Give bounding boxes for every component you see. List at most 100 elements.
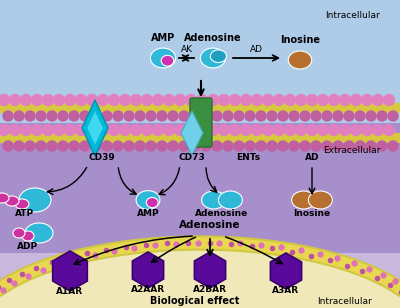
Circle shape bbox=[142, 124, 152, 136]
Circle shape bbox=[174, 95, 186, 106]
Circle shape bbox=[212, 141, 222, 151]
Text: Extracellular: Extracellular bbox=[323, 146, 380, 155]
Circle shape bbox=[208, 124, 218, 136]
Circle shape bbox=[311, 141, 321, 151]
Circle shape bbox=[372, 95, 384, 106]
Circle shape bbox=[25, 141, 35, 151]
Polygon shape bbox=[53, 251, 87, 291]
FancyBboxPatch shape bbox=[0, 103, 400, 113]
Circle shape bbox=[76, 124, 86, 136]
Circle shape bbox=[47, 141, 57, 151]
FancyBboxPatch shape bbox=[0, 0, 400, 123]
Circle shape bbox=[234, 111, 244, 121]
Circle shape bbox=[296, 95, 306, 106]
Circle shape bbox=[208, 95, 218, 106]
Text: Inosine: Inosine bbox=[294, 209, 330, 218]
Circle shape bbox=[3, 141, 13, 151]
Circle shape bbox=[284, 124, 296, 136]
Circle shape bbox=[14, 141, 24, 151]
Circle shape bbox=[91, 141, 101, 151]
Ellipse shape bbox=[308, 191, 332, 209]
Text: A2BAR: A2BAR bbox=[193, 285, 227, 294]
Circle shape bbox=[201, 111, 211, 121]
Circle shape bbox=[262, 95, 274, 106]
Circle shape bbox=[146, 141, 156, 151]
Circle shape bbox=[377, 141, 387, 151]
Circle shape bbox=[64, 95, 76, 106]
Polygon shape bbox=[181, 111, 203, 155]
Circle shape bbox=[152, 95, 164, 106]
Circle shape bbox=[190, 111, 200, 121]
Circle shape bbox=[168, 141, 178, 151]
Circle shape bbox=[230, 95, 240, 106]
Circle shape bbox=[322, 141, 332, 151]
Text: A1AR: A1AR bbox=[56, 287, 84, 296]
Circle shape bbox=[340, 124, 350, 136]
Circle shape bbox=[245, 141, 255, 151]
Circle shape bbox=[252, 124, 262, 136]
Circle shape bbox=[196, 95, 208, 106]
Circle shape bbox=[174, 124, 186, 136]
Text: AD: AD bbox=[305, 153, 319, 162]
Circle shape bbox=[130, 124, 142, 136]
Circle shape bbox=[256, 141, 266, 151]
Ellipse shape bbox=[15, 199, 29, 209]
Circle shape bbox=[218, 124, 230, 136]
FancyBboxPatch shape bbox=[0, 133, 400, 143]
Circle shape bbox=[58, 111, 68, 121]
Ellipse shape bbox=[210, 50, 226, 63]
Circle shape bbox=[186, 95, 196, 106]
Circle shape bbox=[130, 95, 142, 106]
Circle shape bbox=[306, 95, 318, 106]
Circle shape bbox=[372, 124, 384, 136]
Circle shape bbox=[274, 95, 284, 106]
Circle shape bbox=[212, 111, 222, 121]
Text: ADP: ADP bbox=[18, 242, 38, 251]
Text: AMP: AMP bbox=[151, 33, 175, 43]
Circle shape bbox=[388, 141, 398, 151]
FancyBboxPatch shape bbox=[0, 253, 400, 308]
Circle shape bbox=[278, 111, 288, 121]
Text: Intracellular: Intracellular bbox=[318, 297, 372, 306]
Circle shape bbox=[152, 124, 164, 136]
Circle shape bbox=[32, 95, 42, 106]
Circle shape bbox=[164, 124, 174, 136]
Text: A2AAR: A2AAR bbox=[131, 285, 165, 294]
Ellipse shape bbox=[161, 55, 174, 66]
FancyBboxPatch shape bbox=[190, 98, 212, 147]
Circle shape bbox=[102, 141, 112, 151]
Circle shape bbox=[384, 124, 394, 136]
Circle shape bbox=[252, 95, 262, 106]
Circle shape bbox=[124, 141, 134, 151]
Circle shape bbox=[108, 124, 120, 136]
Circle shape bbox=[344, 111, 354, 121]
Ellipse shape bbox=[25, 223, 53, 243]
Ellipse shape bbox=[13, 228, 25, 238]
Circle shape bbox=[366, 141, 376, 151]
Circle shape bbox=[120, 124, 130, 136]
Polygon shape bbox=[270, 253, 302, 289]
Circle shape bbox=[135, 111, 145, 121]
Circle shape bbox=[289, 111, 299, 121]
Circle shape bbox=[168, 111, 178, 121]
Text: Intracellular: Intracellular bbox=[325, 11, 380, 20]
Polygon shape bbox=[194, 252, 226, 288]
Circle shape bbox=[42, 95, 54, 106]
Text: AK: AK bbox=[181, 45, 193, 54]
Circle shape bbox=[10, 95, 20, 106]
Circle shape bbox=[86, 124, 98, 136]
Circle shape bbox=[157, 111, 167, 121]
Circle shape bbox=[120, 95, 130, 106]
Circle shape bbox=[278, 141, 288, 151]
Circle shape bbox=[355, 111, 365, 121]
Circle shape bbox=[223, 111, 233, 121]
Circle shape bbox=[306, 124, 318, 136]
Circle shape bbox=[344, 141, 354, 151]
Circle shape bbox=[42, 124, 54, 136]
Circle shape bbox=[296, 124, 306, 136]
Polygon shape bbox=[87, 111, 103, 145]
Circle shape bbox=[20, 95, 32, 106]
Circle shape bbox=[102, 111, 112, 121]
Circle shape bbox=[32, 124, 42, 136]
Ellipse shape bbox=[146, 197, 158, 208]
